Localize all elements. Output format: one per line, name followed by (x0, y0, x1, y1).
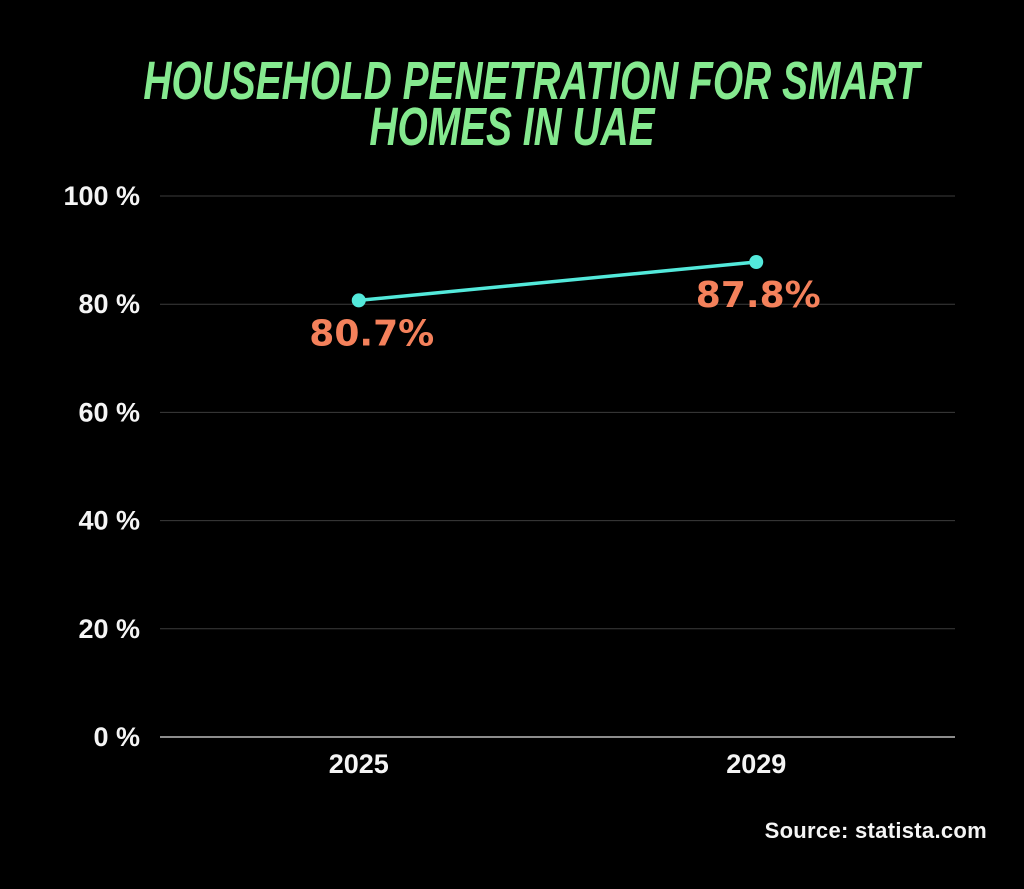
data-label-2029: 87.8% (696, 275, 821, 316)
x-axis-label-2025: 2025 (329, 749, 389, 779)
trend-line (357, 260, 758, 303)
y-axis-tick-100: 100 % (63, 181, 140, 211)
y-axis-tick-60: 60 % (78, 397, 140, 427)
data-point-2025 (351, 293, 366, 308)
chart-title-line-1: HOUSEHOLD PENETRATION FOR SMART (143, 51, 920, 111)
chart-title: HOUSEHOLD PENETRATION FOR SMART HOMES IN… (143, 51, 920, 157)
y-axis-tick-0: 0 % (93, 722, 140, 752)
data-point-2029 (749, 255, 764, 270)
chart-title-line-2: HOMES IN UAE (369, 97, 655, 157)
y-axis-tick-80: 80 % (78, 289, 140, 319)
source-attribution: Source: statista.com (764, 818, 987, 843)
data-label-2025: 80.7% (309, 313, 434, 354)
y-axis-tick-20: 20 % (78, 614, 140, 644)
x-axis-label-2029: 2029 (726, 749, 786, 779)
y-axis-tick-40: 40 % (78, 506, 140, 536)
